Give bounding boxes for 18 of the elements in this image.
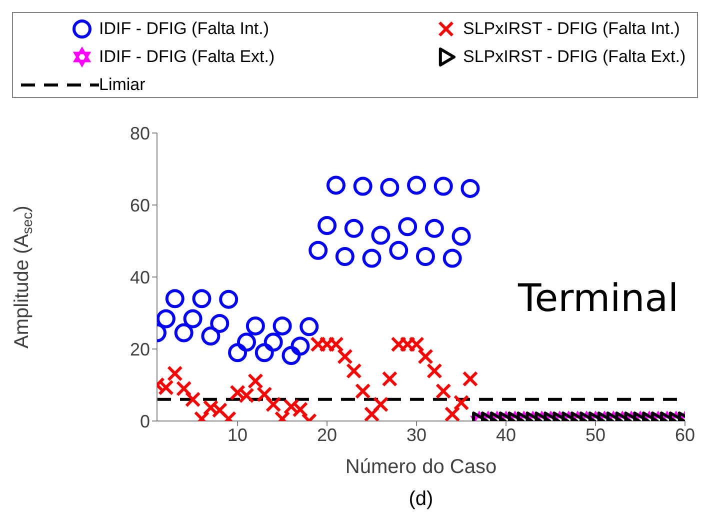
legend-label: SLPxIRST - DFIG (Falta Ext.) — [463, 47, 686, 67]
x-tick-label: 60 — [674, 424, 696, 445]
text: (d) — [408, 488, 434, 511]
y-tick-label: 60 — [130, 195, 150, 216]
y-tick-label: 20 — [130, 339, 150, 360]
x-tick-label: 20 — [317, 424, 338, 445]
y-tick-label: 0 — [140, 411, 150, 432]
y-tick-label: 40 — [130, 267, 150, 288]
x-tick-label: 40 — [496, 424, 516, 445]
x-tick-label: 50 — [585, 424, 606, 445]
y-tick-label: 80 — [130, 123, 150, 144]
x-axis-title: Número do Caso — [344, 456, 498, 479]
x-tick-label: 30 — [406, 424, 427, 445]
legend-label: IDIF - DFIG (Falta Int.) — [99, 19, 270, 39]
annotation: Terminal — [518, 276, 679, 320]
legend-label: SLPxIRST - DFIG (Falta Int.) — [463, 19, 680, 39]
legend-label: Limiar — [99, 75, 146, 95]
x-tick-label: 10 — [228, 424, 248, 445]
